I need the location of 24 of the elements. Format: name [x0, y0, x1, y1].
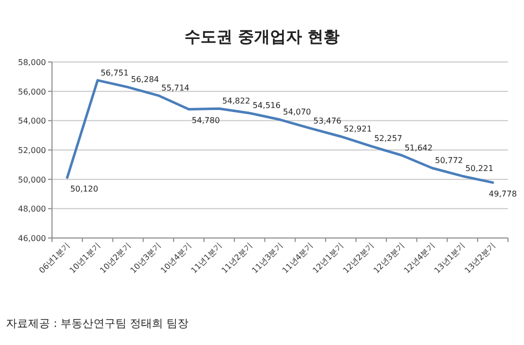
text: 53,476 [313, 116, 342, 126]
text: 56,751 [100, 68, 129, 78]
chart-title: 수도권 중개업자 현황 [184, 27, 340, 46]
text: 54,780 [192, 116, 220, 126]
text: 50,221 [465, 164, 494, 174]
y-tick-label: 46,000 [18, 234, 46, 243]
y-tick-label: 56,000 [18, 87, 46, 96]
text: 55,714 [161, 84, 190, 93]
y-tick-label: 58,000 [18, 58, 46, 67]
text: 52,257 [374, 134, 402, 144]
y-tick-label: 52,000 [18, 146, 46, 155]
text: 54,070 [283, 108, 311, 117]
text: 51,642 [404, 143, 433, 152]
text: 54,516 [252, 101, 281, 110]
text: 49,778 [488, 190, 517, 199]
text: 56,284 [131, 75, 159, 84]
y-tick-label: 50,000 [18, 175, 46, 184]
y-tick-label: 48,000 [18, 204, 46, 214]
text: 50,772 [435, 156, 463, 166]
text: 자료제공 : 부동산연구팀 정태희 팀장 [6, 317, 189, 330]
text: 54,822 [222, 96, 250, 106]
text: 50,120 [70, 184, 98, 194]
text: 52,921 [344, 124, 372, 134]
y-tick-label: 54,000 [18, 116, 46, 126]
